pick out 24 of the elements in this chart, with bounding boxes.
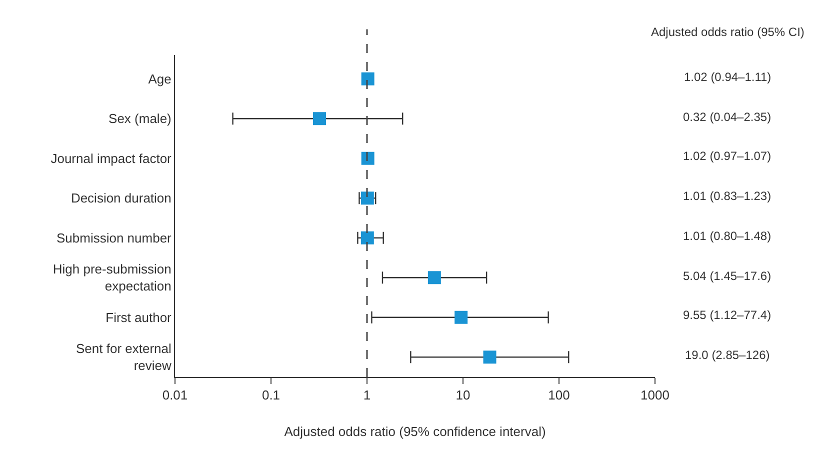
text: 0.32 (0.04–2.35) <box>683 110 772 124</box>
text: Adjusted odds ratio (95% CI) <box>651 25 804 39</box>
x-tick-label: 0.01 <box>162 388 188 403</box>
x-tick-label: 0.1 <box>262 388 280 403</box>
x-tick-label: 100 <box>548 388 570 403</box>
text: 19.0 (2.85–126) <box>685 348 770 362</box>
x-tick-label: 10 <box>456 388 470 403</box>
y-tick-label: Decision duration <box>70 190 172 206</box>
y-tick-label: Sex (male) <box>108 111 172 126</box>
text: 1.02 (0.94–1.11) <box>684 70 772 84</box>
y-tick-label: First author <box>106 310 172 325</box>
y-tick-label: Journal impact factor <box>50 150 172 166</box>
text: 1.01 (0.83–1.23) <box>683 189 772 203</box>
x-tick-label: 1000 <box>640 388 670 403</box>
y-tick-label: Sent for external review <box>76 341 172 374</box>
y-tick-label: Age <box>148 71 172 86</box>
x-axis-title: Adjusted odds ratio (95% confidence interval) <box>284 424 546 440</box>
y-tick-label: High pre-submission expectation <box>52 262 172 294</box>
text: 5.04 (1.45–17.6) <box>683 269 772 283</box>
x-tick-label: 1 <box>363 388 371 403</box>
text: 1.02 (0.97–1.07) <box>683 149 772 163</box>
y-tick-label: Submission number <box>56 230 172 246</box>
text: 9.55 (1.12–77.4) <box>683 308 772 322</box>
text: 1.01 (0.80–1.48) <box>683 229 772 243</box>
